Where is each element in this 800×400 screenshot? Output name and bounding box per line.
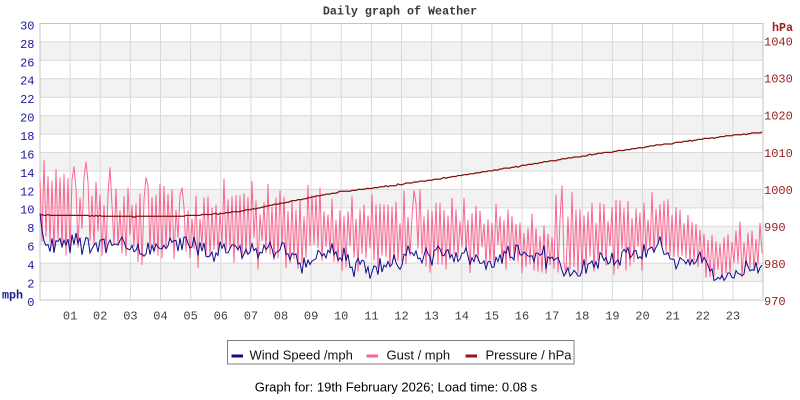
svg-text:1000: 1000 xyxy=(764,184,793,198)
svg-text:18: 18 xyxy=(20,130,34,144)
svg-text:mph: mph xyxy=(2,289,23,303)
svg-text:02: 02 xyxy=(93,310,107,324)
svg-text:04: 04 xyxy=(153,310,167,324)
svg-text:990: 990 xyxy=(764,221,786,235)
svg-text:22: 22 xyxy=(696,310,710,324)
svg-text:18: 18 xyxy=(575,310,589,324)
svg-text:22: 22 xyxy=(20,93,34,107)
svg-text:0: 0 xyxy=(27,296,34,310)
svg-text:Wind Speed /mph: Wind Speed /mph xyxy=(250,348,353,363)
svg-text:hPa: hPa xyxy=(772,21,793,35)
svg-text:26: 26 xyxy=(20,56,34,70)
svg-text:1010: 1010 xyxy=(764,147,793,161)
svg-text:Daily graph of Weather: Daily graph of Weather xyxy=(323,5,477,19)
svg-text:970: 970 xyxy=(764,295,786,309)
svg-text:10: 10 xyxy=(334,310,348,324)
svg-text:10: 10 xyxy=(20,204,34,218)
svg-text:23: 23 xyxy=(726,310,740,324)
svg-text:24: 24 xyxy=(20,75,34,89)
svg-text:05: 05 xyxy=(183,310,197,324)
svg-text:20: 20 xyxy=(635,310,649,324)
svg-text:980: 980 xyxy=(764,258,786,272)
svg-text:1030: 1030 xyxy=(764,73,793,87)
svg-text:03: 03 xyxy=(123,310,137,324)
svg-text:14: 14 xyxy=(455,310,469,324)
svg-text:16: 16 xyxy=(515,310,529,324)
svg-text:Pressure / hPa: Pressure / hPa xyxy=(486,348,573,363)
svg-text:28: 28 xyxy=(20,38,34,52)
svg-text:19: 19 xyxy=(605,310,619,324)
svg-text:8: 8 xyxy=(27,222,34,236)
svg-text:01: 01 xyxy=(63,310,77,324)
svg-text:15: 15 xyxy=(485,310,499,324)
svg-text:07: 07 xyxy=(244,310,258,324)
svg-text:06: 06 xyxy=(214,310,228,324)
svg-text:Graph for: 19th February 2026;: Graph for: 19th February 2026; Load time… xyxy=(255,380,538,395)
svg-text:08: 08 xyxy=(274,310,288,324)
svg-text:14: 14 xyxy=(20,167,34,181)
svg-text:2: 2 xyxy=(27,278,34,292)
svg-text:6: 6 xyxy=(27,241,34,255)
svg-text:16: 16 xyxy=(20,148,34,162)
svg-text:30: 30 xyxy=(20,19,34,33)
svg-text:11: 11 xyxy=(364,310,378,324)
svg-text:09: 09 xyxy=(304,310,318,324)
svg-text:20: 20 xyxy=(20,112,34,126)
svg-text:17: 17 xyxy=(545,310,559,324)
svg-text:4: 4 xyxy=(27,259,34,273)
svg-text:Gust / mph: Gust / mph xyxy=(387,348,451,363)
svg-text:12: 12 xyxy=(394,310,408,324)
svg-text:12: 12 xyxy=(20,185,34,199)
svg-text:1040: 1040 xyxy=(764,36,793,50)
svg-text:1020: 1020 xyxy=(764,110,793,124)
svg-text:21: 21 xyxy=(665,310,679,324)
svg-text:13: 13 xyxy=(424,310,438,324)
